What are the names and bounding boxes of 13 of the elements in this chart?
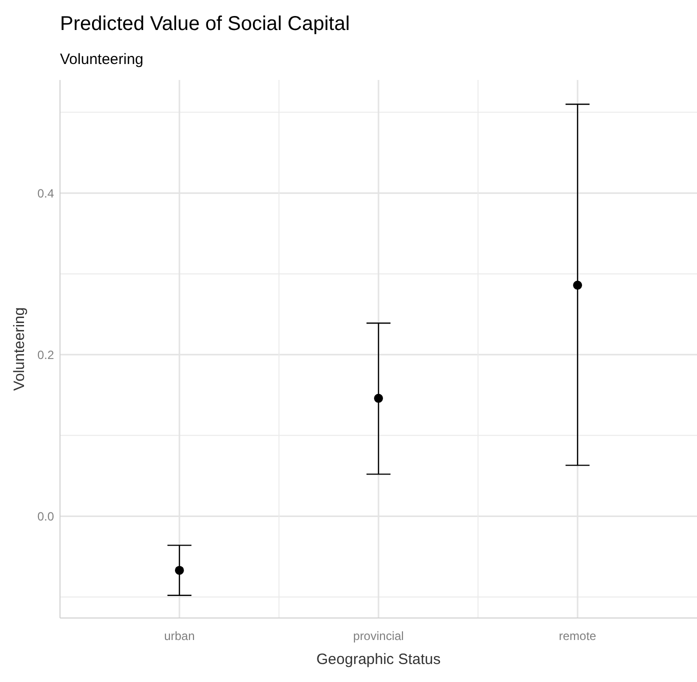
x-tick-label: provincial [353,629,404,643]
y-tick-label: 0.4 [37,186,54,200]
x-axis-title: Geographic Status [316,651,441,668]
x-tick-label: remote [558,629,597,643]
point [174,566,184,575]
chart-title: Predicted Value of Social Capital [60,13,350,35]
x-tick-label: urban [164,629,195,643]
y-tick-label: 0.2 [37,348,54,362]
y-axis-title: Volunteering [11,307,28,391]
y-tick-label: 0.0 [37,509,54,524]
point [374,394,383,403]
chart-subtitle: Volunteering [60,51,144,68]
point [573,280,582,290]
